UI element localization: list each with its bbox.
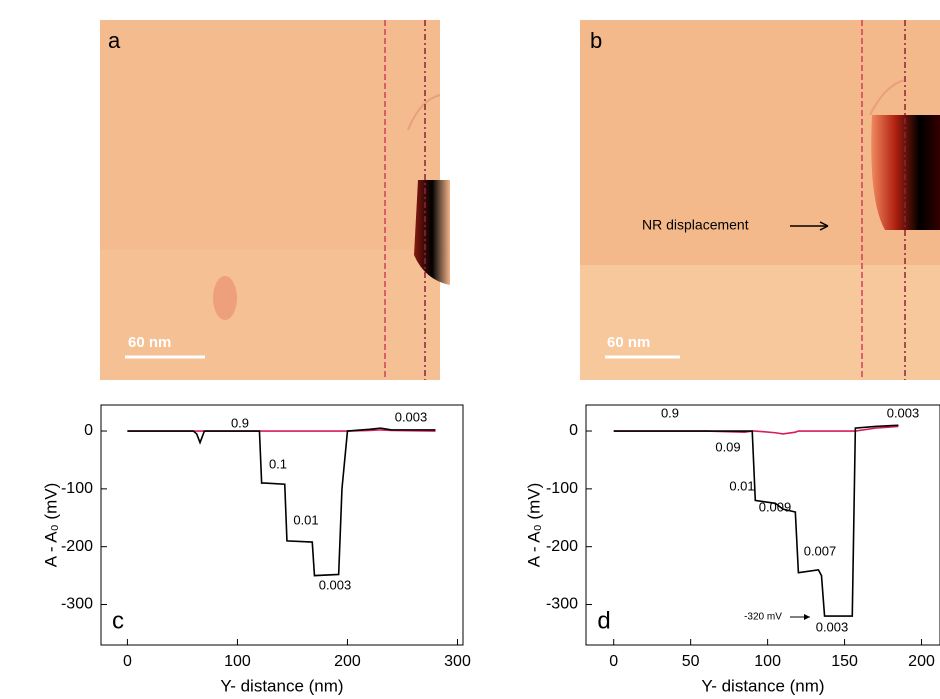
y-tick-label: -200 — [61, 538, 93, 555]
y-tick-label: -100 — [61, 480, 93, 497]
y-tick-label: 0 — [569, 422, 578, 439]
x-axis-label: Y- distance (nm) — [220, 676, 343, 695]
x-tick-label: 300 — [444, 653, 471, 670]
x-tick-label: 100 — [754, 653, 781, 670]
scale-bar-label: 60 nm — [607, 334, 650, 351]
data-line — [127, 429, 436, 432]
annotation: 0.007 — [804, 543, 837, 558]
annotation: 0.003 — [887, 405, 920, 420]
annotation: 0.1 — [269, 456, 287, 471]
y-tick-label: 0 — [84, 422, 93, 439]
image-b: b 60 nm NR displacement — [580, 20, 940, 380]
y-tick-label: -300 — [546, 596, 578, 613]
image-a: a 60 nm — [100, 20, 450, 380]
annotation: 0.003 — [816, 619, 849, 634]
panel-label: b — [590, 28, 602, 53]
annotation: 0.003 — [319, 577, 352, 592]
y-tick-label: -300 — [61, 596, 93, 613]
panel-label: a — [108, 28, 121, 53]
annotation: NR displacement — [642, 217, 749, 233]
x-tick-label: 50 — [682, 653, 700, 670]
annotation: 0.09 — [715, 439, 740, 454]
y-axis-label: A - A₀ (mV) — [41, 483, 60, 568]
scale-bar-label: 60 nm — [128, 334, 171, 351]
annotation: 0.9 — [661, 405, 679, 420]
plot-frame — [100, 404, 464, 646]
x-tick-label: 200 — [908, 653, 935, 670]
x-tick-label: 200 — [334, 653, 361, 670]
y-tick-label: -100 — [546, 480, 578, 497]
annotation: 0.01 — [729, 478, 754, 493]
annotation: -320 mV — [744, 612, 782, 623]
y-tick-label: -200 — [546, 538, 578, 555]
annotation: 0.003 — [395, 409, 428, 424]
annotation: 0.01 — [293, 512, 318, 527]
data-line — [613, 424, 899, 617]
x-axis-label: Y- distance (nm) — [701, 676, 824, 695]
annotation: 0.009 — [759, 499, 792, 514]
y-axis-label: A - A₀ (mV) — [524, 483, 543, 568]
data-line — [127, 427, 436, 577]
panel-label: d — [597, 607, 610, 634]
x-tick-label: 0 — [123, 653, 132, 670]
arrow-head — [804, 614, 810, 620]
plot-frame — [585, 404, 940, 646]
x-tick-label: 0 — [609, 653, 618, 670]
x-tick-label: 100 — [224, 653, 251, 670]
x-tick-label: 150 — [831, 653, 858, 670]
annotation: 0.9 — [231, 415, 249, 430]
panel-label: c — [112, 607, 124, 634]
